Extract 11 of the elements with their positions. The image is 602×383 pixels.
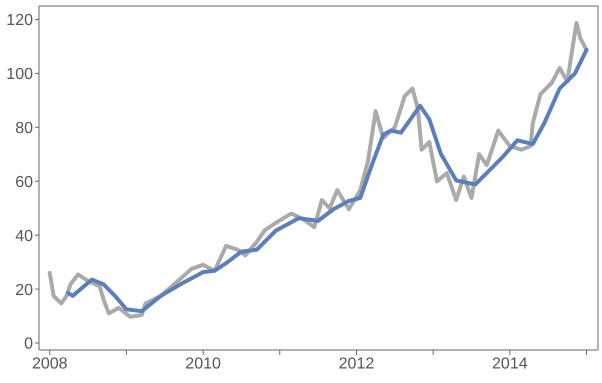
x-tick-label: 2012 [338, 355, 374, 372]
y-tick-label: 0 [24, 336, 34, 353]
y-tick-label: 40 [15, 228, 34, 245]
y-tick-label: 20 [15, 282, 34, 299]
x-tick-label: 2014 [492, 355, 528, 372]
y-tick-label: 80 [15, 120, 34, 137]
y-tick-label: 100 [6, 66, 34, 84]
y-tick-label: 60 [15, 174, 34, 191]
x-tick-label: 2008 [32, 355, 68, 372]
y-tick-label: 120 [6, 12, 34, 30]
x-tick-label: 2010 [185, 355, 221, 372]
